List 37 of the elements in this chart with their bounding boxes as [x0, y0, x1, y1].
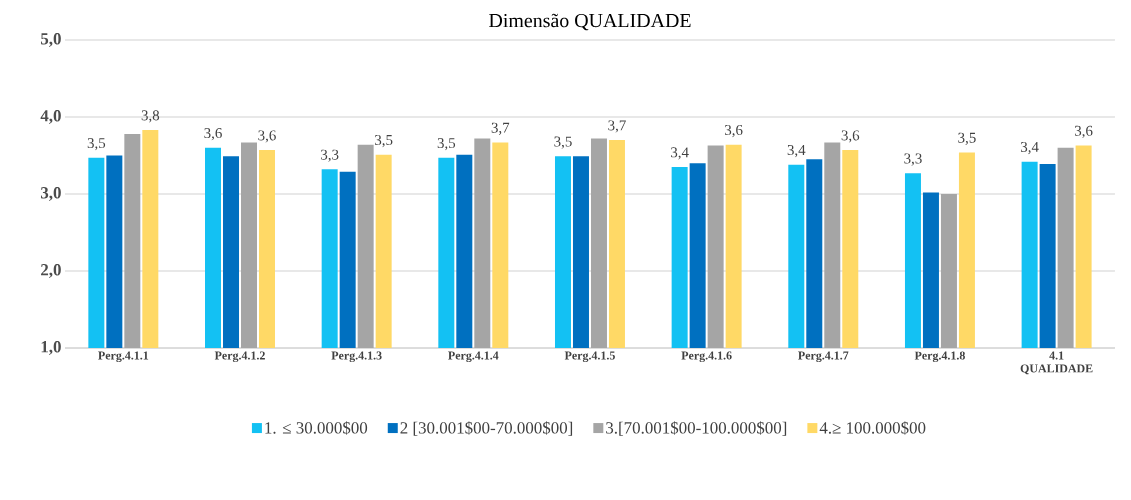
data-label: 3,6 [258, 130, 276, 143]
data-label: 3,8 [141, 110, 160, 123]
data-label: 3,3 [321, 149, 339, 162]
data-label: 3,5 [437, 138, 456, 151]
x-tick-label: Perg.4.1.4 [448, 351, 499, 363]
data-label: 3,6 [725, 125, 743, 138]
data-label: 3,5 [87, 138, 106, 151]
data-label: 3,7 [491, 122, 510, 135]
data-label: 3,4 [787, 145, 806, 158]
x-tick-label: Perg.4.1.6 [681, 351, 732, 363]
data-label: 3,5 [958, 132, 976, 145]
y-tick-label: 4,0 [40, 110, 61, 124]
legend-label: 1. ≤ 30.000$00 [265, 421, 368, 435]
y-tick-label: 1,0 [41, 341, 61, 355]
chart-title: Dimensão QUALIDADE [489, 13, 691, 31]
data-label: 3,6 [1074, 125, 1093, 138]
legend-label: 2 [30.001$00-70.000$00] [400, 421, 573, 436]
x-tick-label: Perg.4.1.5 [564, 351, 615, 363]
x-tick-label: Perg.4.1.3 [331, 351, 382, 363]
y-tick-label: 3,0 [40, 187, 61, 201]
x-tick-label: Perg.4.1.1 [98, 351, 149, 363]
x-tick-label: Perg.4.1.7 [798, 351, 849, 363]
y-tick-label: 2,0 [41, 264, 61, 278]
legend-label: 3.[70.001$00-100.000$00] [606, 421, 787, 436]
y-tick-label: 5,0 [40, 33, 61, 47]
data-label: 3,3 [904, 153, 922, 166]
x-tick-label: Perg.4.1.8 [914, 351, 965, 363]
data-label: 3,7 [608, 120, 626, 133]
legend-label: 4.≥ 100.000$00 [819, 421, 926, 435]
x-tick-label: Perg.4.1.2 [214, 351, 265, 363]
data-label: 3,5 [554, 136, 572, 149]
data-label: 3,4 [1021, 141, 1039, 155]
data-label: 3,5 [375, 135, 393, 148]
data-label: 3,6 [841, 130, 860, 143]
data-label: 3,4 [671, 147, 689, 160]
x-tick-label: 4.1 QUALIDADE [1020, 351, 1093, 375]
data-label: 3,6 [204, 128, 222, 141]
